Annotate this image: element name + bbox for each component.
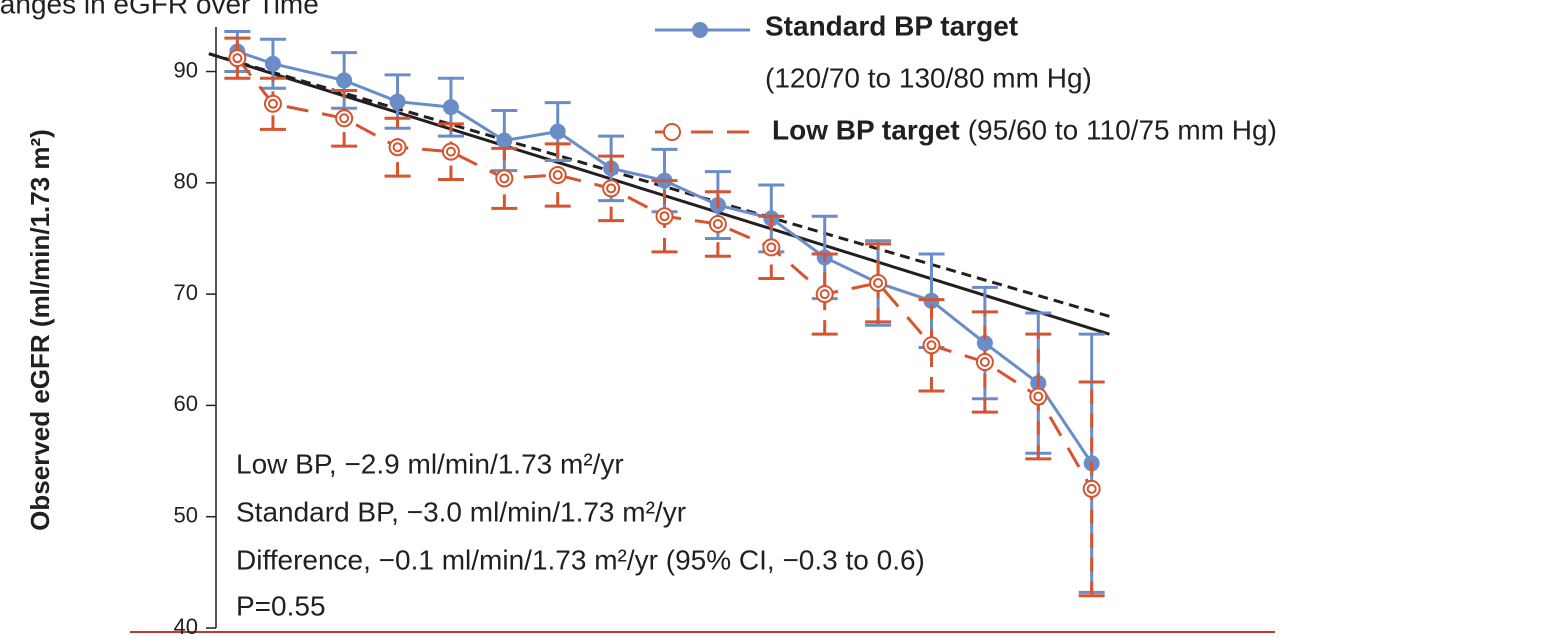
point (388, 138, 407, 157)
point (441, 142, 460, 161)
point-inner (606, 183, 617, 194)
legend-label: Standard BP target (765, 10, 1018, 41)
series-line (236, 50, 1093, 465)
point (335, 109, 354, 128)
point (496, 132, 513, 149)
point-inner (819, 289, 830, 300)
point (263, 94, 282, 113)
point-inner (232, 53, 243, 64)
point (975, 353, 994, 372)
point-inner (267, 98, 278, 109)
point-inner (445, 146, 456, 157)
annotation: Difference, −0.1 ml/min/1.73 m²/yr (95% … (236, 544, 925, 575)
point-inner (1033, 391, 1044, 402)
point (228, 49, 247, 68)
point (389, 93, 406, 110)
point (869, 273, 888, 292)
fit-line (208, 52, 1110, 336)
y-tick-label: 80 (174, 169, 198, 194)
point-inner (1086, 483, 1097, 494)
point-inner (766, 242, 777, 253)
legend-description: (120/70 to 130/80 mm Hg) (765, 62, 1092, 93)
point (264, 55, 281, 72)
legend-description: (95/60 to 110/75 mm Hg) (968, 114, 1277, 145)
point (495, 169, 514, 188)
y-tick-label: 50 (174, 503, 198, 528)
point (815, 285, 834, 304)
point-inner (926, 340, 937, 351)
point (602, 179, 621, 198)
point (336, 72, 353, 89)
chart-title: Changes in eGFR over Time (0, 0, 319, 19)
annotation: Low BP, −2.9 ml/min/1.73 m²/yr (236, 448, 624, 479)
legend-marker (692, 22, 708, 38)
point (548, 166, 567, 185)
point (442, 99, 459, 116)
point (922, 336, 941, 355)
point (655, 207, 674, 226)
legend-marker (663, 123, 681, 141)
point-inner (552, 170, 563, 181)
point (1029, 387, 1048, 406)
y-tick-label: 40 (174, 614, 198, 639)
annotation: P=0.55 (236, 590, 326, 621)
point-inner (659, 211, 670, 222)
point (549, 123, 566, 140)
y-tick-label: 70 (174, 280, 198, 305)
point-inner (873, 277, 884, 288)
point (976, 335, 993, 352)
point-inner (392, 142, 403, 153)
point-inner (712, 218, 723, 229)
legend-label: Low BP target (772, 114, 960, 145)
point-inner (979, 357, 990, 368)
point-inner (499, 173, 510, 184)
y-axis-label: Observed eGFR (ml/min/1.73 m²) (25, 129, 55, 531)
point-inner (339, 113, 350, 124)
point (762, 238, 781, 257)
annotation: Standard BP, −3.0 ml/min/1.73 m²/yr (236, 496, 686, 527)
point (1082, 479, 1101, 498)
point (708, 214, 727, 233)
y-tick-label: 90 (174, 57, 198, 82)
y-tick-label: 60 (174, 391, 198, 416)
